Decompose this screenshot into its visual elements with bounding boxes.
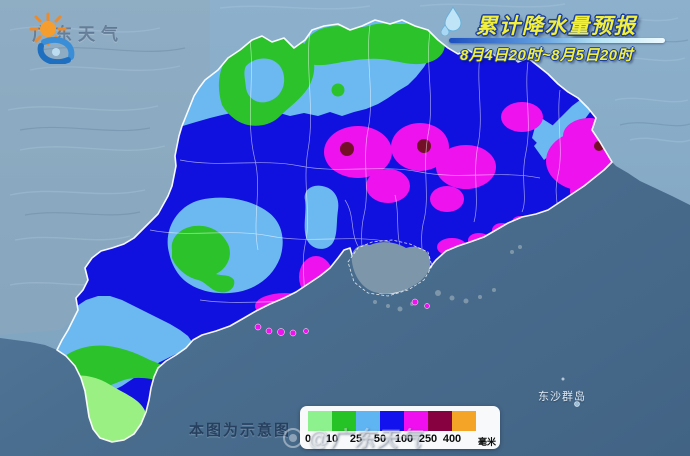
dongsha-islands	[561, 377, 580, 407]
county-borders	[149, 24, 561, 311]
typhoon-icon	[37, 36, 75, 64]
legend-tick: 0	[304, 433, 312, 445]
hongkong-region	[347, 239, 433, 297]
legend-tick: 25	[349, 433, 363, 445]
legend-unit: 毫米	[477, 437, 496, 447]
precip-legend: 毫米 0 10 25 50 100 250 400	[300, 406, 500, 449]
legend-swatches	[308, 411, 492, 431]
legend-tick: 10	[325, 433, 339, 445]
legend-tick: 250	[418, 433, 438, 445]
logo-icon	[29, 12, 75, 64]
island-label-dongsha: 东沙群岛	[538, 391, 586, 403]
legend-ticks: 毫米 0 10 25 50 100 250 400	[304, 432, 496, 447]
legend-tick: 50	[373, 433, 387, 445]
legend-swatch	[380, 411, 404, 431]
grey-islands	[373, 245, 522, 312]
raindrop-icon	[440, 6, 462, 36]
station-logo: 广东天气	[26, 12, 124, 64]
schematic-note: 本图为示意图	[189, 422, 292, 439]
legend-tick: 100	[394, 433, 414, 445]
legend-swatch	[308, 411, 332, 431]
precip-10-25	[57, 22, 445, 406]
sun-core	[40, 21, 56, 37]
forecast-period: 8月4日20时~8月5日20时	[460, 47, 633, 64]
legend-swatch	[332, 411, 356, 431]
legend-tick: 400	[442, 433, 462, 445]
legend-swatch	[404, 411, 428, 431]
legend-swatch	[452, 411, 476, 431]
forecast-title: 累计降水量预报	[476, 15, 637, 38]
legend-swatch	[356, 411, 380, 431]
magenta-islands	[254, 298, 430, 337]
legend-swatch	[428, 411, 452, 431]
province-border	[56, 19, 613, 443]
title-underline	[449, 38, 665, 43]
